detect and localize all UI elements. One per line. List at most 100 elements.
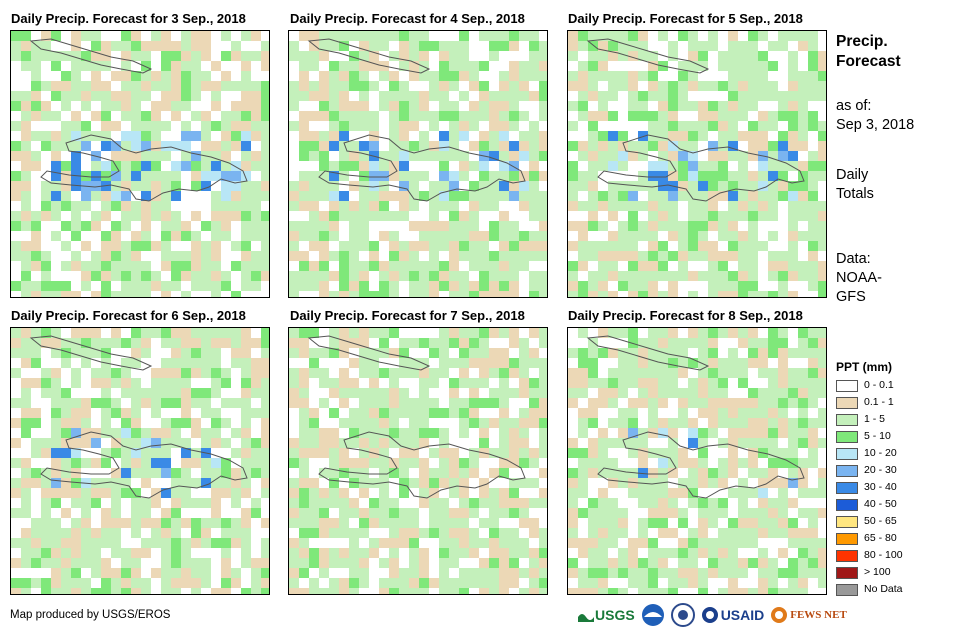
precip-cell xyxy=(479,291,489,297)
side-asof-line1: as of: xyxy=(836,98,872,114)
precip-cell xyxy=(191,538,201,548)
precip-cell xyxy=(21,141,31,151)
precip-cell xyxy=(688,338,698,348)
precip-cell xyxy=(628,91,638,101)
precip-cell xyxy=(419,221,429,231)
precip-cell xyxy=(818,81,826,91)
precip-cell xyxy=(509,181,519,191)
precip-cell xyxy=(349,181,359,191)
precip-cell xyxy=(758,488,768,498)
precip-cell xyxy=(329,141,339,151)
precip-cell xyxy=(798,528,808,538)
precip-cell xyxy=(419,31,429,41)
precip-cell xyxy=(241,61,251,71)
precip-cell xyxy=(529,231,539,241)
precip-cell xyxy=(111,241,121,251)
precip-cell xyxy=(81,548,91,558)
precip-cell xyxy=(499,438,509,448)
precip-cell xyxy=(479,161,489,171)
precip-cell xyxy=(171,558,181,568)
precip-cell xyxy=(608,528,618,538)
precip-cell xyxy=(658,191,668,201)
precip-cell xyxy=(131,181,141,191)
precip-cell xyxy=(529,91,539,101)
precip-cell xyxy=(349,548,359,558)
precip-cell xyxy=(768,81,778,91)
precip-cell xyxy=(608,241,618,251)
coastline xyxy=(40,431,248,499)
precip-cell xyxy=(71,91,81,101)
precip-cell xyxy=(708,538,718,548)
precip-cell xyxy=(618,201,628,211)
precip-cell xyxy=(389,438,399,448)
precip-cell xyxy=(419,338,429,348)
precip-cell xyxy=(261,518,269,528)
precip-cell xyxy=(329,528,339,538)
precip-cell xyxy=(688,41,698,51)
precip-cell xyxy=(51,558,61,568)
precip-cell xyxy=(748,251,758,261)
precip-cell xyxy=(489,51,499,61)
precip-cell xyxy=(718,568,728,578)
precip-cell xyxy=(419,61,429,71)
precip-cell xyxy=(121,41,131,51)
precip-cell xyxy=(111,338,121,348)
precip-cell xyxy=(648,538,658,548)
precip-cell xyxy=(668,191,678,201)
precip-cell xyxy=(439,518,449,528)
precip-cell xyxy=(171,191,181,201)
precip-cell xyxy=(389,428,399,438)
precip-cell xyxy=(339,588,349,594)
precip-cell xyxy=(598,518,608,528)
precip-cell xyxy=(638,51,648,61)
precip-cell xyxy=(369,201,379,211)
precip-cell xyxy=(628,111,638,121)
precip-cell xyxy=(479,261,489,271)
precip-cell xyxy=(648,478,658,488)
precip-cell xyxy=(349,328,359,338)
precip-cell xyxy=(111,448,121,458)
precip-cell xyxy=(299,478,309,488)
precip-cell xyxy=(81,328,91,338)
precip-cell xyxy=(211,61,221,71)
precip-cell xyxy=(519,358,529,368)
precip-cell xyxy=(419,468,429,478)
precip-cell xyxy=(111,538,121,548)
precip-cell xyxy=(151,141,161,151)
precip-cell xyxy=(758,468,768,478)
precip-cell xyxy=(61,121,71,131)
precip-cell xyxy=(91,528,101,538)
precip-cell xyxy=(429,41,439,51)
coastline-north xyxy=(307,335,431,371)
precip-cell xyxy=(618,548,628,558)
precip-cell xyxy=(339,338,349,348)
precip-cell xyxy=(121,271,131,281)
precip-cell xyxy=(91,348,101,358)
precip-cell xyxy=(349,418,359,428)
precip-cell xyxy=(41,111,51,121)
precip-cell xyxy=(439,498,449,508)
precip-cell xyxy=(191,91,201,101)
precip-cell xyxy=(509,538,519,548)
precip-cell xyxy=(409,171,419,181)
precip-cell xyxy=(11,438,21,448)
precip-cell xyxy=(121,181,131,191)
precip-cell xyxy=(808,231,818,241)
precip-cell xyxy=(658,31,668,41)
precip-cell xyxy=(598,31,608,41)
precip-cell xyxy=(469,338,479,348)
precip-cell xyxy=(539,438,547,448)
precip-cell xyxy=(171,588,181,594)
precip-cell xyxy=(539,378,547,388)
precip-cell xyxy=(808,181,818,191)
precip-cell xyxy=(578,201,588,211)
precip-cell xyxy=(808,241,818,251)
precip-cell xyxy=(339,91,349,101)
precip-cell xyxy=(71,121,81,131)
precip-cell xyxy=(818,161,826,171)
precip-cell xyxy=(469,251,479,261)
precip-cell xyxy=(768,41,778,51)
precip-cell xyxy=(359,388,369,398)
precip-cell xyxy=(688,291,698,297)
precip-cell xyxy=(241,468,251,478)
